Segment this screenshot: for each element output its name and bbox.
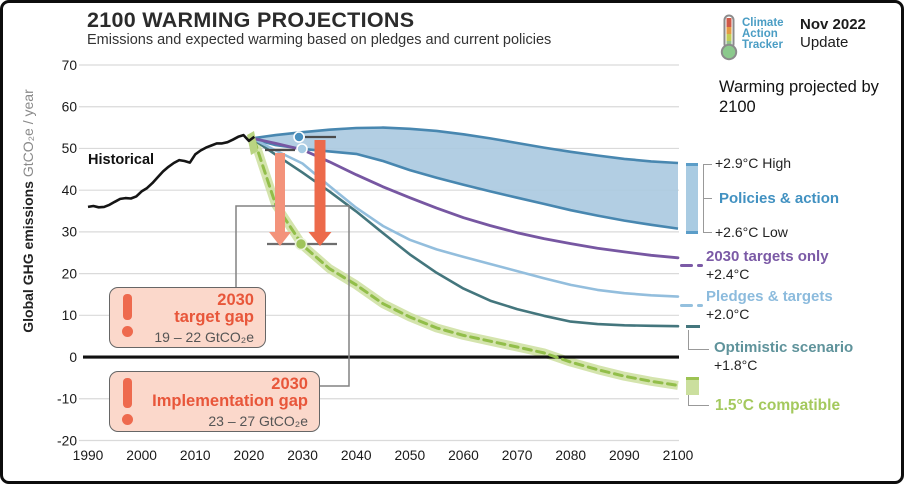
bracket-tick-high bbox=[703, 164, 712, 165]
exclamation-dot bbox=[122, 326, 133, 337]
implementation-gap-arrow-shaft bbox=[314, 140, 326, 233]
legend-heading: Warming projected by 2100 bbox=[719, 78, 879, 117]
gap-box-connector bbox=[235, 205, 350, 387]
y-tick-20: 20 bbox=[62, 266, 78, 281]
optimistic-temp: +1.8°C bbox=[714, 357, 758, 373]
targets-2030-label: 2030 targets only bbox=[706, 248, 829, 265]
x-tick-2040: 2040 bbox=[341, 448, 372, 463]
y-tick-50: 50 bbox=[62, 141, 78, 156]
target-gap-value: 19 – 22 GtCO₂e bbox=[154, 329, 254, 345]
optimistic-bracket bbox=[688, 330, 709, 350]
x-tick-1990: 1990 bbox=[73, 448, 104, 463]
x-tick-2050: 2050 bbox=[394, 448, 425, 463]
exclamation-dot bbox=[122, 414, 133, 425]
projection-start-marker bbox=[247, 131, 258, 155]
historical-label: Historical bbox=[88, 152, 154, 168]
target-gap-arrow-shaft bbox=[275, 153, 285, 233]
targets-2030-temp: +2.4°C bbox=[706, 266, 750, 282]
exclamation-icon bbox=[123, 294, 132, 320]
target-gap-arrow-head bbox=[269, 232, 291, 246]
policies-action-label: Policies & action bbox=[719, 190, 840, 207]
policies-2030-dot bbox=[293, 131, 305, 143]
target-gap-year: 2030 bbox=[217, 291, 254, 309]
optimistic-label: Optimistic scenario bbox=[714, 339, 854, 356]
x-tick-2030: 2030 bbox=[287, 448, 318, 463]
implementation-gap-year: 2030 bbox=[271, 375, 308, 393]
x-tick-2100: 2100 bbox=[663, 448, 694, 463]
compatible-2030-dot bbox=[294, 237, 308, 251]
compatible-marker bbox=[686, 377, 699, 395]
y-tick--20: -20 bbox=[57, 433, 77, 448]
compatible-label: 1.5°C compatible bbox=[715, 397, 841, 414]
thermometer-icon bbox=[720, 14, 738, 61]
logo-line1: Climate bbox=[742, 17, 784, 29]
implementation-gap-box: 2030 Implementation gap 23 – 27 GtCO₂e bbox=[109, 371, 320, 432]
y-tick-40: 40 bbox=[62, 183, 78, 198]
y-tick-0: 0 bbox=[69, 350, 77, 365]
targets-2030-marker bbox=[680, 254, 703, 272]
update-label: Update bbox=[800, 34, 849, 51]
compatible-bracket bbox=[688, 395, 709, 406]
logo-line2: Action bbox=[742, 28, 778, 40]
y-axis-title: Global GHG emissions GtCO₂e / year bbox=[20, 41, 40, 381]
pledges-label: Pledges & targets bbox=[706, 288, 833, 305]
policies-high-label: +2.9°C High bbox=[715, 155, 792, 171]
page-title: 2100 WARMING PROJECTIONS bbox=[87, 8, 415, 32]
implementation-gap-value: 23 – 27 GtCO₂e bbox=[208, 413, 308, 429]
x-tick-2010: 2010 bbox=[180, 448, 211, 463]
policies-low-label: +2.6°C Low bbox=[715, 224, 788, 240]
y-tick-30: 30 bbox=[62, 225, 78, 240]
logo-line3: Tracker bbox=[742, 39, 783, 51]
y-tick-70: 70 bbox=[62, 58, 78, 73]
implementation-gap-title: Implementation gap bbox=[152, 392, 308, 410]
series-historical bbox=[87, 133, 256, 209]
bracket-tick-mid bbox=[703, 198, 712, 199]
y-tick-60: 60 bbox=[62, 100, 78, 115]
update-date: Nov 2022 bbox=[800, 16, 866, 33]
page-subtitle: Emissions and expected warming based on … bbox=[87, 32, 552, 48]
pledges-marker bbox=[680, 294, 703, 312]
optimistic-marker bbox=[686, 325, 700, 329]
y-axis-title-unit: GtCO₂e / year bbox=[20, 89, 36, 182]
x-tick-2090: 2090 bbox=[609, 448, 640, 463]
y-tick-10: 10 bbox=[62, 308, 78, 323]
x-tick-2020: 2020 bbox=[234, 448, 265, 463]
logo-wordmark: Climate Action Tracker bbox=[742, 17, 784, 51]
series-1-5-c-compatible bbox=[252, 138, 680, 387]
exclamation-icon bbox=[123, 378, 132, 408]
implementation-gap-arrow-head bbox=[308, 232, 332, 246]
climate-action-tracker-logo bbox=[717, 13, 741, 66]
pledges-temp: +2.0°C bbox=[706, 306, 750, 322]
policies-action-range-bar bbox=[686, 163, 698, 234]
target-gap-title: target gap bbox=[174, 308, 254, 326]
bracket-tick-low bbox=[703, 232, 712, 233]
y-tick--10: -10 bbox=[57, 392, 77, 407]
policies-high-line bbox=[254, 126, 679, 165]
x-tick-2000: 2000 bbox=[126, 448, 157, 463]
pledges-2030-dot bbox=[296, 143, 308, 155]
x-tick-2080: 2080 bbox=[555, 448, 586, 463]
target-gap-box: 2030 target gap 19 – 22 GtCO₂e bbox=[109, 287, 266, 348]
y-axis-title-main: Global GHG emissions bbox=[20, 181, 36, 333]
x-tick-2070: 2070 bbox=[502, 448, 533, 463]
x-tick-2060: 2060 bbox=[448, 448, 479, 463]
